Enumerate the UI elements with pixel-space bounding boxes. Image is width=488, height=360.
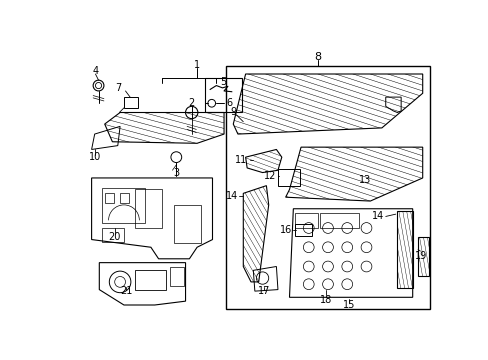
Bar	[135, 189, 162, 228]
Bar	[123, 97, 138, 108]
Text: 19: 19	[414, 251, 427, 261]
Text: 20: 20	[108, 232, 121, 242]
Text: 16: 16	[279, 225, 291, 235]
Bar	[135, 270, 166, 289]
Bar	[277, 169, 299, 186]
Text: 1: 1	[194, 60, 200, 70]
Text: 18: 18	[319, 294, 331, 305]
Text: 7: 7	[115, 83, 122, 93]
Bar	[320, 213, 358, 228]
Bar	[170, 266, 183, 286]
Text: 6: 6	[226, 98, 232, 108]
Text: 21: 21	[120, 286, 132, 296]
Bar	[174, 205, 201, 243]
Text: 14: 14	[371, 211, 384, 221]
Bar	[120, 193, 129, 203]
Text: 9: 9	[230, 108, 236, 117]
Text: 8: 8	[314, 52, 321, 62]
Bar	[102, 188, 144, 222]
Text: 15: 15	[342, 300, 354, 310]
Bar	[102, 228, 123, 242]
Text: 12: 12	[264, 171, 276, 181]
Text: 11: 11	[234, 155, 246, 165]
Bar	[294, 213, 317, 228]
Text: 3: 3	[173, 167, 179, 177]
Bar	[204, 78, 241, 112]
Text: 5: 5	[220, 77, 226, 87]
Text: 10: 10	[89, 152, 102, 162]
Text: 17: 17	[257, 286, 270, 296]
Text: 4: 4	[92, 66, 98, 76]
Text: 2: 2	[188, 98, 194, 108]
Text: 13: 13	[358, 175, 370, 185]
Bar	[294, 224, 311, 236]
Text: 14: 14	[225, 191, 238, 201]
Bar	[104, 193, 114, 203]
Bar	[226, 66, 429, 309]
